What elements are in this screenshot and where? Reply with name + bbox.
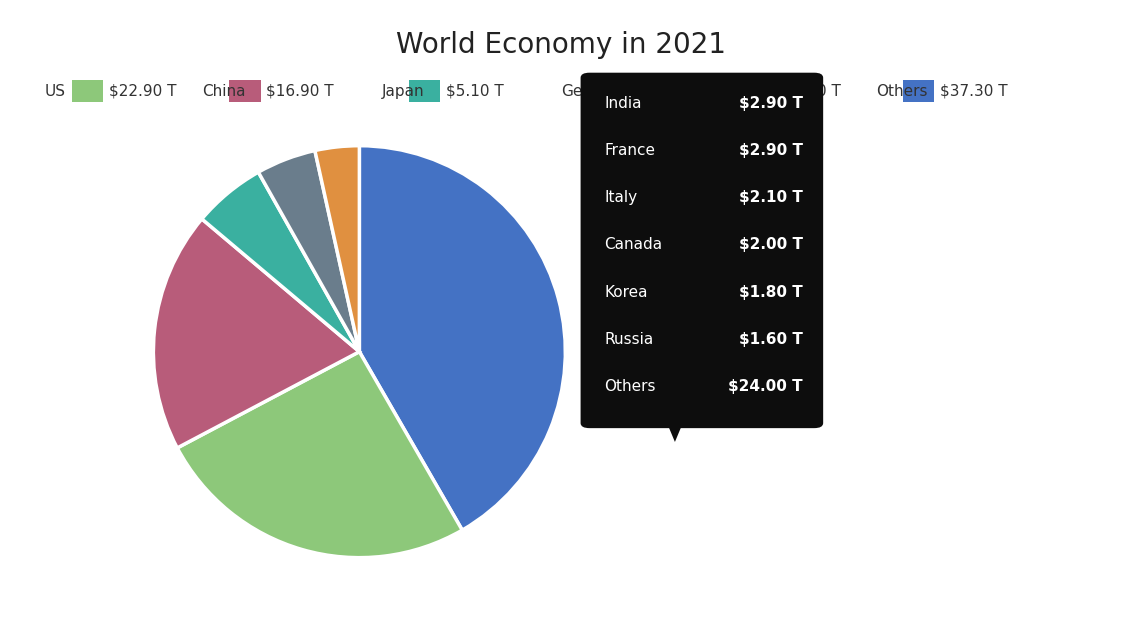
Text: $2.90 T: $2.90 T — [739, 143, 803, 158]
Text: Korea: Korea — [604, 284, 648, 300]
Text: Others: Others — [604, 379, 656, 394]
Wedge shape — [359, 146, 565, 530]
Wedge shape — [314, 146, 359, 352]
FancyBboxPatch shape — [745, 78, 778, 104]
Text: France: France — [604, 143, 655, 158]
Text: China: China — [202, 84, 246, 99]
Text: $2.90 T: $2.90 T — [739, 96, 803, 111]
Text: $24.00 T: $24.00 T — [729, 379, 803, 394]
Text: $5.10 T: $5.10 T — [446, 84, 503, 99]
Text: $16.90 T: $16.90 T — [266, 84, 334, 99]
Text: $4.20 T: $4.20 T — [626, 84, 683, 99]
Text: India: India — [604, 96, 641, 111]
Wedge shape — [202, 172, 359, 352]
FancyBboxPatch shape — [587, 78, 621, 104]
Wedge shape — [258, 151, 359, 352]
Text: Others: Others — [876, 84, 928, 99]
Text: US: US — [45, 84, 66, 99]
FancyBboxPatch shape — [408, 78, 441, 104]
Text: UK: UK — [719, 84, 740, 99]
Text: World Economy in 2021: World Economy in 2021 — [396, 31, 727, 60]
Text: Japan: Japan — [382, 84, 424, 99]
Text: Italy: Italy — [604, 190, 637, 205]
FancyBboxPatch shape — [902, 78, 935, 104]
Text: $2.00 T: $2.00 T — [739, 237, 803, 252]
FancyBboxPatch shape — [71, 78, 104, 104]
Text: $1.60 T: $1.60 T — [739, 332, 803, 347]
Text: Russia: Russia — [604, 332, 654, 347]
Wedge shape — [177, 352, 463, 558]
Text: Canada: Canada — [604, 237, 663, 252]
Text: $37.30 T: $37.30 T — [940, 84, 1007, 99]
FancyBboxPatch shape — [228, 78, 262, 104]
Wedge shape — [154, 219, 359, 448]
Text: $1.80 T: $1.80 T — [739, 284, 803, 300]
Text: Germany: Germany — [562, 84, 632, 99]
Text: $2.10 T: $2.10 T — [739, 190, 803, 205]
Text: $3.10 T: $3.10 T — [783, 84, 841, 99]
Text: $22.90 T: $22.90 T — [109, 84, 176, 99]
